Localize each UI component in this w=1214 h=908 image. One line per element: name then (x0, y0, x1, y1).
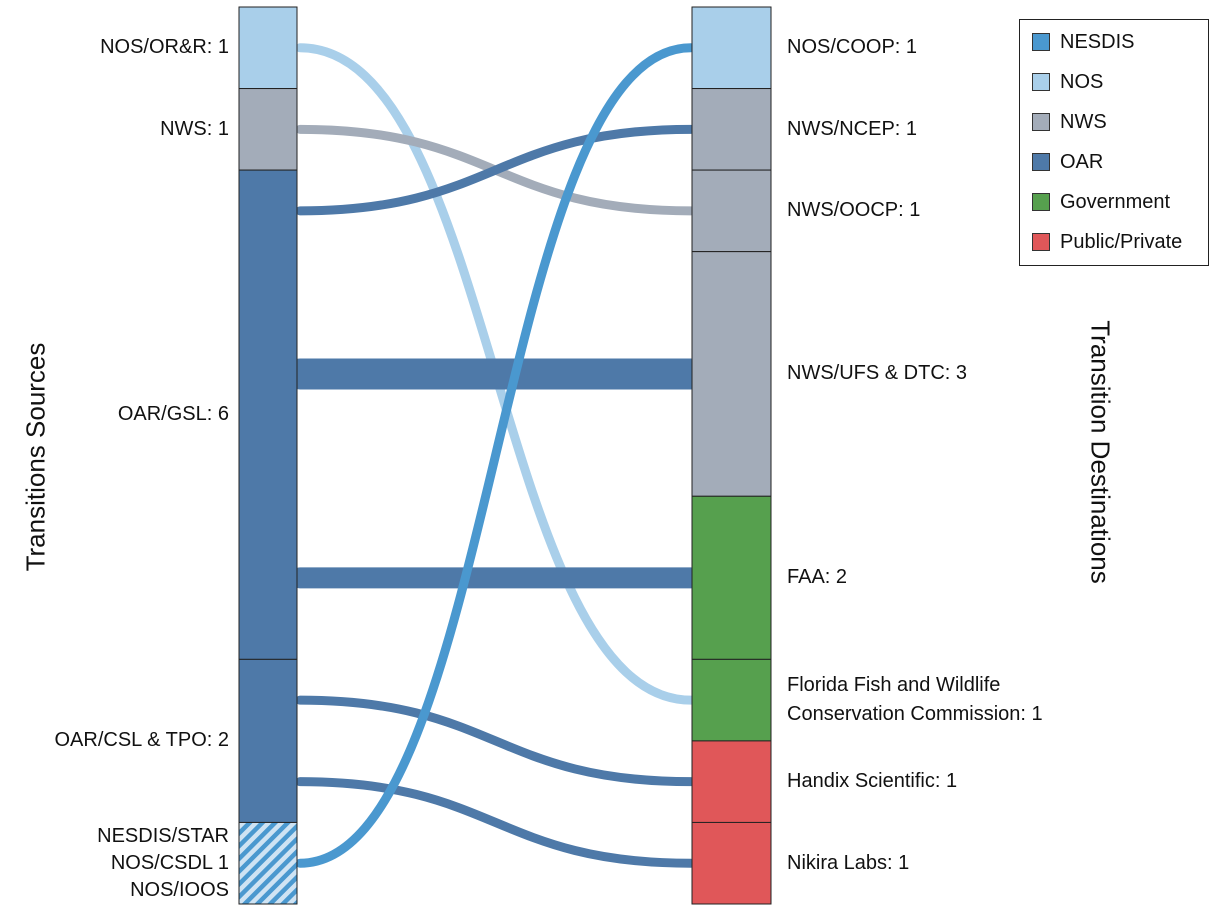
destination-bars (691, 6, 772, 905)
destination-label: Florida Fish and Wildlife (787, 674, 1001, 697)
source-label: NOS/CSDL 1 (110, 851, 229, 874)
legend-item: OAR (1032, 150, 1103, 174)
legend-label: NOS (1060, 70, 1104, 93)
destination-label: NWS/NCEP: 1 (787, 117, 918, 140)
destination-label: NWS/OOCP: 1 (787, 199, 921, 222)
destination-label: Nikira Labs: 1 (787, 851, 910, 874)
destination-node-7 (691, 821, 772, 905)
source-node-2 (238, 169, 298, 660)
destination-node-0 (691, 6, 772, 90)
source-node-0 (238, 6, 298, 90)
source-label: NESDIS/STAR (97, 824, 229, 847)
source-node-4 (238, 821, 298, 905)
legend-label: Government (1060, 190, 1171, 213)
legend-item: NWS (1032, 110, 1107, 134)
legend-swatch (1032, 113, 1050, 131)
flow-5 (295, 695, 696, 787)
source-label: NOS/OR&R: 1 (100, 36, 229, 59)
destination-node-5 (691, 658, 772, 742)
source-label: NWS: 1 (160, 117, 229, 140)
legend-swatch (1032, 193, 1050, 211)
destination-node-3 (691, 251, 772, 497)
legend-item: Government (1032, 190, 1170, 214)
source-label: NOS/IOOS (130, 878, 229, 901)
legend-label: NESDIS (1060, 30, 1135, 53)
legend-swatch (1032, 153, 1050, 171)
source-bars (238, 6, 298, 905)
destination-node-1 (691, 88, 772, 171)
source-node-3 (238, 658, 298, 823)
right-axis-title: Transition Destinations (1085, 320, 1116, 584)
destination-label: FAA: 2 (787, 566, 848, 589)
source-label: OAR/GSL: 6 (117, 403, 229, 426)
legend-item: NOS (1032, 70, 1103, 94)
legend-swatch (1032, 33, 1050, 51)
legend-item: Public/Private (1032, 230, 1182, 254)
legend-label: Public/Private (1060, 230, 1183, 253)
legend: NESDIS NOS NWS OAR Government Public/Private (1019, 19, 1209, 266)
destination-node-4 (691, 495, 772, 660)
flow-6 (295, 777, 696, 868)
legend-label: OAR (1060, 150, 1104, 173)
flow-2 (295, 124, 696, 216)
legend-swatch (1032, 233, 1050, 251)
destination-node-2 (691, 169, 772, 253)
legend-swatch (1032, 73, 1050, 91)
destination-node-6 (691, 740, 772, 823)
legend-item: NESDIS (1032, 30, 1134, 54)
flows-group (284, 43, 707, 868)
source-label: OAR/CSL & TPO: 2 (54, 729, 229, 752)
flow-7 (295, 43, 696, 868)
destination-label: Handix Scientific: 1 (787, 770, 958, 793)
destination-label: NWS/UFS & DTC: 3 (787, 362, 968, 385)
left-axis-title: Transitions Sources (20, 342, 51, 572)
destination-label: NOS/COOP: 1 (787, 36, 918, 59)
destination-label: Conservation Commission: 1 (787, 703, 1043, 726)
source-node-1 (238, 88, 298, 171)
legend-label: NWS (1060, 110, 1107, 133)
